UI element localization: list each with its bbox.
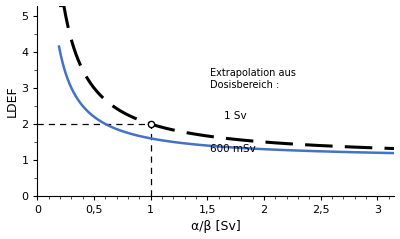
Text: Extrapolation aus
Dosisbereich :: Extrapolation aus Dosisbereich :: [210, 68, 296, 90]
Y-axis label: LDEF: LDEF: [6, 85, 18, 117]
Text: 600 mSv: 600 mSv: [210, 144, 256, 154]
X-axis label: α/β [Sv]: α/β [Sv]: [191, 220, 241, 234]
Text: 1 Sv: 1 Sv: [224, 111, 247, 121]
